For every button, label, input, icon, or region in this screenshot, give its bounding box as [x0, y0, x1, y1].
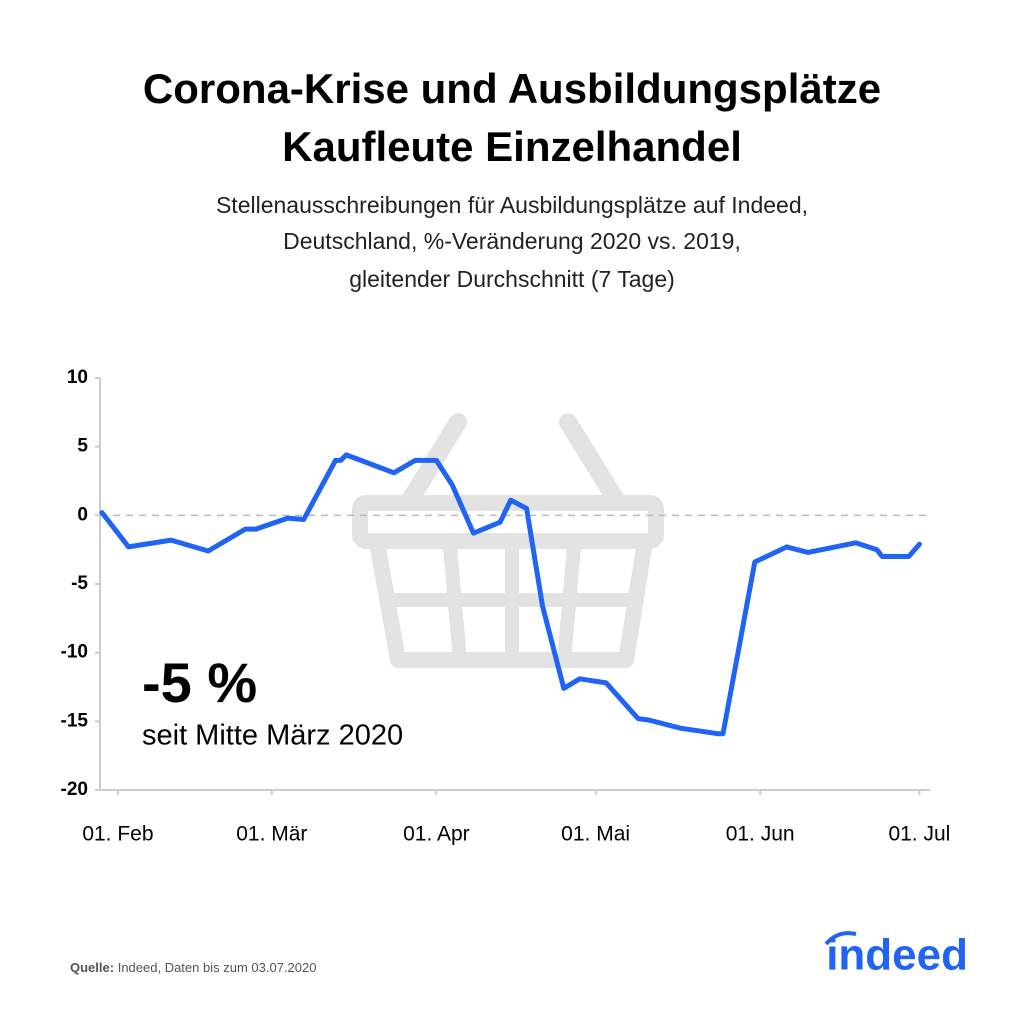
x-tick-label: 01. Mär: [236, 823, 307, 846]
subtitle: gleitender Durchschnitt (7 Tage): [349, 266, 675, 292]
logo-arc: [824, 931, 857, 946]
y-tick-label: -20: [61, 779, 88, 800]
y-tick-label: -5: [71, 573, 88, 594]
basket-icon: [352, 413, 664, 668]
source: Quelle: Indeed, Daten bis zum 03.07.2020: [70, 960, 316, 975]
x-tick-label: 01. Jun: [726, 823, 795, 846]
annotation-text: seit Mitte März 2020: [142, 720, 403, 752]
x-tick-label: 01. Jul: [888, 823, 950, 846]
y-tick-label: -10: [61, 642, 88, 663]
logo: indeed: [826, 931, 968, 980]
x-tick-label: 01. Apr: [403, 823, 470, 846]
y-tick-label: 10: [67, 367, 88, 388]
y-tick-label: 0: [77, 504, 88, 525]
line-series: [99, 452, 922, 737]
source-text: Indeed, Daten bis zum 03.07.2020: [118, 960, 317, 975]
subtitle: Deutschland, %-Veränderung 2020 vs. 2019…: [283, 228, 741, 254]
chart-title: Corona-Krise und Ausbildungsplätze: [143, 65, 881, 112]
subtitle: Stellenausschreibungen für Ausbildungspl…: [216, 192, 808, 218]
x-tick-label: 01. Mai: [561, 823, 630, 846]
chart-title: Kaufleute Einzelhandel: [282, 123, 742, 170]
annotation-value: -5 %: [142, 651, 257, 714]
y-tick-label: 5: [77, 436, 88, 457]
y-tick-label: -15: [61, 710, 89, 731]
x-tick-label: 01. Feb: [82, 823, 153, 846]
source-label: Quelle:: [70, 960, 114, 975]
